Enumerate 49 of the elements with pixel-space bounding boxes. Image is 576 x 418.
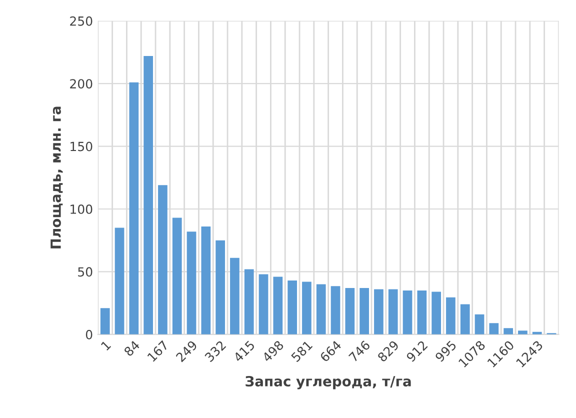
bar bbox=[129, 82, 139, 334]
y-tick-label: 50 bbox=[78, 267, 92, 277]
bar bbox=[388, 289, 398, 334]
y-tick-label: 100 bbox=[70, 204, 92, 214]
bar bbox=[360, 288, 369, 334]
bar bbox=[230, 258, 240, 334]
x-tick-label: 581 bbox=[290, 340, 313, 362]
x-tick-label: 746 bbox=[348, 340, 371, 362]
bar bbox=[302, 282, 312, 334]
y-tick-label: 250 bbox=[70, 16, 92, 26]
bar bbox=[432, 292, 441, 334]
bar bbox=[504, 328, 513, 334]
bar bbox=[402, 290, 412, 334]
bar bbox=[474, 314, 484, 334]
x-tick-label: 829 bbox=[377, 340, 400, 362]
y-axis-title: Площадь, млн. га bbox=[50, 106, 63, 248]
bar bbox=[158, 185, 168, 334]
bar bbox=[172, 218, 182, 334]
x-tick-label: 84 bbox=[123, 340, 140, 357]
x-tick-label: 498 bbox=[262, 340, 284, 363]
y-tick-label: 150 bbox=[70, 142, 92, 152]
bar bbox=[273, 276, 283, 334]
bar bbox=[330, 286, 340, 334]
bar bbox=[345, 288, 355, 334]
bar bbox=[114, 228, 124, 334]
bar bbox=[201, 226, 211, 334]
bar bbox=[518, 330, 528, 334]
bar bbox=[489, 323, 499, 334]
x-tick-label: 415 bbox=[232, 340, 256, 363]
bar bbox=[316, 284, 326, 334]
x-tick-label: 249 bbox=[175, 340, 198, 362]
bar bbox=[374, 289, 384, 334]
bar bbox=[100, 308, 110, 334]
bar bbox=[244, 269, 254, 334]
x-tick-label: 332 bbox=[204, 340, 226, 362]
y-tick-label: 200 bbox=[70, 79, 92, 89]
x-axis-title: Запас углерода, т/га bbox=[246, 376, 411, 390]
bar bbox=[186, 232, 196, 334]
bar bbox=[417, 290, 427, 334]
bar bbox=[258, 274, 268, 334]
bar bbox=[216, 240, 225, 334]
bar bbox=[460, 304, 470, 334]
x-tick-label: 1 bbox=[100, 340, 112, 351]
bar bbox=[446, 297, 456, 334]
bar bbox=[144, 56, 153, 334]
x-tick-label: 664 bbox=[319, 340, 342, 362]
bar bbox=[288, 280, 297, 334]
y-tick-label: 0 bbox=[86, 330, 92, 340]
x-tick-label: 912 bbox=[406, 340, 428, 362]
